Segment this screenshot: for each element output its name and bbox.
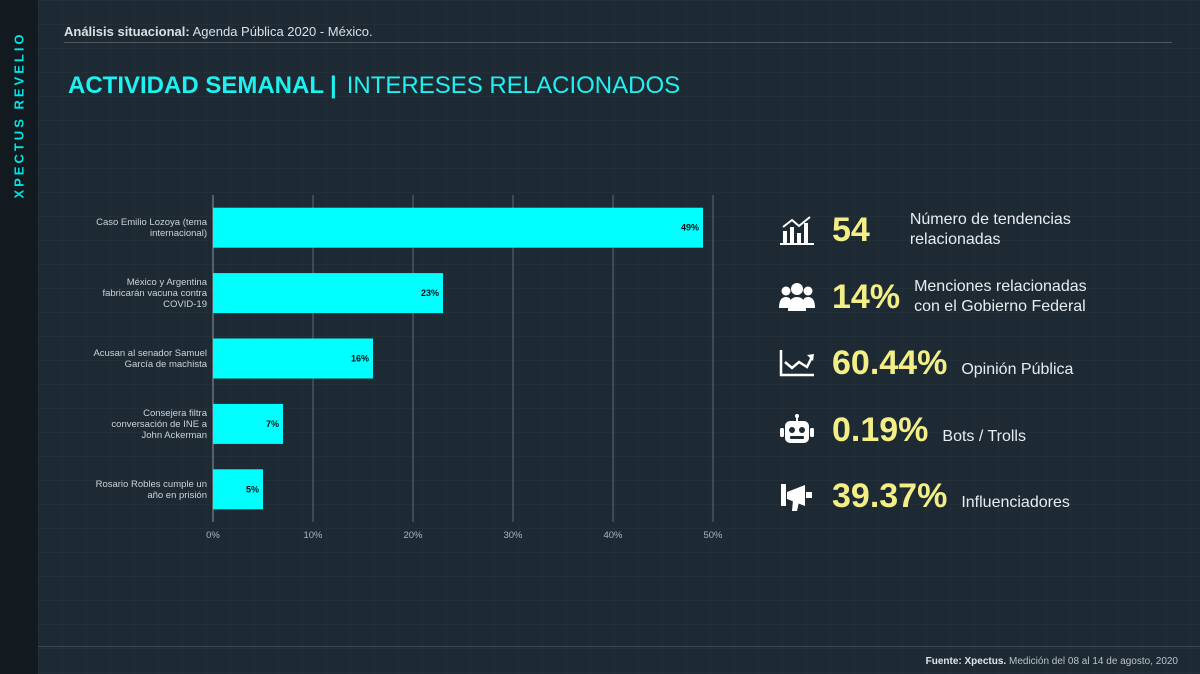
category-label: Rosario Robles cumple un xyxy=(96,479,207,490)
category-label: año en prisión xyxy=(147,490,207,501)
kpi-bots: 0.19% Bots / Trolls xyxy=(776,405,1176,455)
title-bold: ACTIVIDAD SEMANAL xyxy=(68,72,324,99)
bar-data-label: 5% xyxy=(246,484,259,494)
kpi-label: Menciones relacionadas con el Gobierno F… xyxy=(914,278,1087,315)
footer-text: Medición del 08 al 14 de agosto, 2020 xyxy=(1008,656,1178,667)
category-label: García de machista xyxy=(125,359,208,370)
category-label: COVID-19 xyxy=(163,299,207,310)
category-label: Consejera filtra xyxy=(143,408,208,419)
kpi-government: 14% Menciones relacionadas con el Gobier… xyxy=(776,272,1176,322)
bar-data-label: 23% xyxy=(421,288,439,298)
footer-source: Fuente: Xpectus. Medición del 08 al 14 d… xyxy=(926,656,1178,667)
header-text: Agenda Pública 2020 - México. xyxy=(192,24,373,39)
category-label: John Ackerman xyxy=(142,430,207,441)
bar-data-label: 7% xyxy=(266,419,279,429)
kpi-value: 0.19% xyxy=(832,410,929,449)
users-icon xyxy=(776,276,818,318)
bar xyxy=(213,207,703,248)
tick-label: 10% xyxy=(303,530,323,541)
trend-icon xyxy=(776,342,818,384)
category-label: fabricarán vacuna contra xyxy=(102,288,207,299)
bar-data-label: 49% xyxy=(681,223,699,233)
kpi-value: 60.44% xyxy=(832,343,948,382)
tick-label: 0% xyxy=(206,530,220,541)
tick-label: 50% xyxy=(703,530,723,541)
footer-divider xyxy=(38,646,1200,647)
kpi-label: Influenciadores xyxy=(961,494,1070,511)
footer-label: Fuente: Xpectus. xyxy=(925,656,1007,667)
bar xyxy=(213,403,283,444)
category-label: internacional) xyxy=(150,228,207,239)
page-title: ACTIVIDAD SEMANAL | INTERESES RELACIONADOS xyxy=(68,72,680,100)
title-separator: | xyxy=(330,72,337,99)
chart-labels: 0% 10% 20% 30% 40% 50% 49% Caso Emilio Lozoya (… xyxy=(93,217,723,541)
bar-chart-icon xyxy=(776,209,818,251)
kpi-label: Número de tendencias relacionadas xyxy=(909,211,1071,248)
robot-icon xyxy=(776,409,818,451)
kpi-influencers: 39.37% Influenciadores xyxy=(776,471,1176,521)
chart-bars xyxy=(213,207,703,510)
bar-data-label: 16% xyxy=(351,354,369,364)
kpi-value: 54 xyxy=(832,210,870,249)
megaphone-icon xyxy=(776,475,818,517)
kpi-trends: 54 Número de tendencias relacionadas xyxy=(776,205,1176,255)
tick-label: 30% xyxy=(503,530,523,541)
category-label: México y Argentina xyxy=(127,277,208,288)
bar xyxy=(213,273,443,314)
kpi-value: 14% xyxy=(832,277,901,316)
category-label: Acusan al senador Samuel xyxy=(93,348,207,359)
kpi-label: Bots / Trolls xyxy=(942,428,1026,445)
bar xyxy=(213,338,373,379)
kpi-label: Opinión Pública xyxy=(961,361,1074,378)
header-label: Análisis situacional: xyxy=(64,24,190,39)
tick-label: 40% xyxy=(603,530,623,541)
tick-label: 20% xyxy=(403,530,423,541)
category-label: Caso Emilio Lozoya (tema xyxy=(96,217,208,228)
title-light: INTERESES RELACIONADOS xyxy=(346,72,681,99)
kpi-public-opinion: 60.44% Opinión Pública xyxy=(776,338,1176,388)
kpi-value: 39.37% xyxy=(832,476,948,515)
header-divider xyxy=(64,42,1172,43)
side-strip: XPECTUS REVELIO xyxy=(0,0,38,674)
category-label: conversación de INE a xyxy=(111,419,207,430)
bar xyxy=(213,469,263,510)
header-line: Análisis situacional: Agenda Pública 202… xyxy=(64,24,373,39)
